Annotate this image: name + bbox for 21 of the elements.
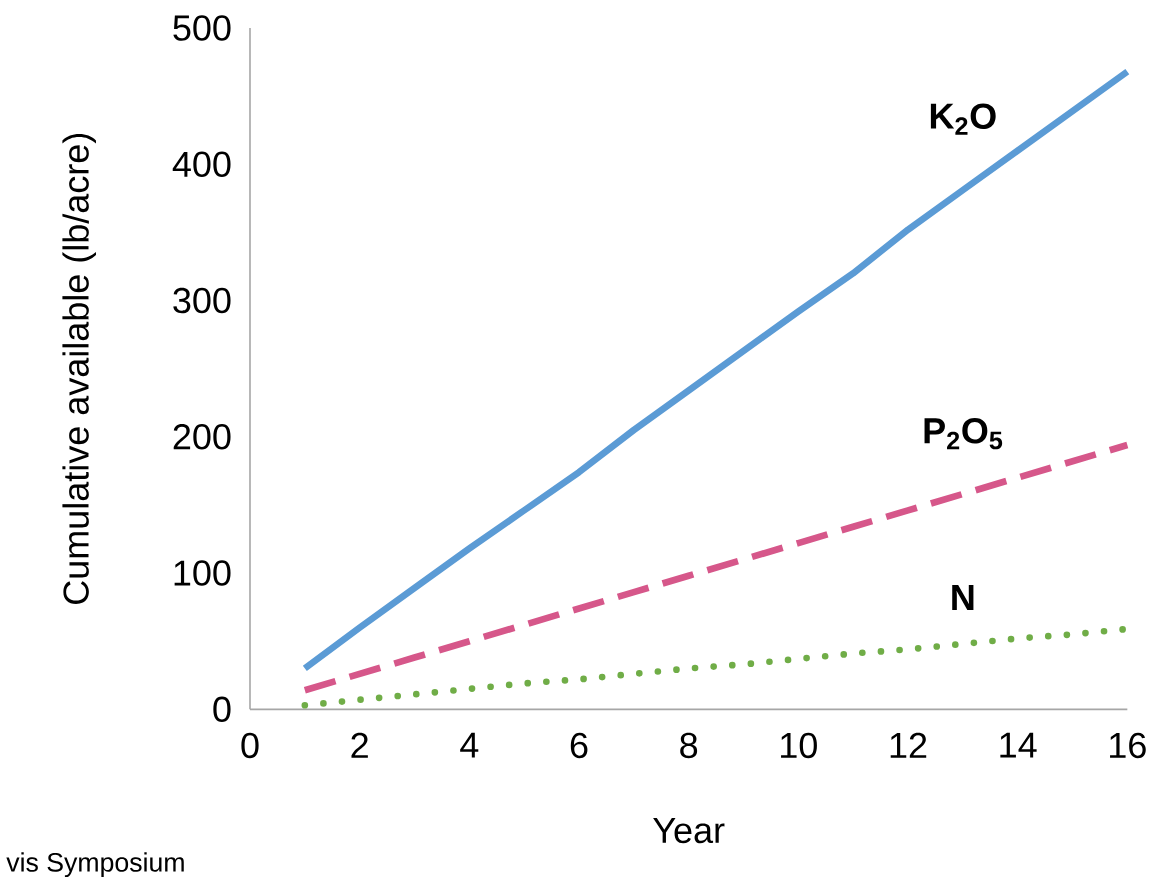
x-axis-title: Year bbox=[653, 818, 725, 844]
y-tick-label: 100 bbox=[174, 560, 231, 586]
x-tick-label: 6 bbox=[570, 732, 588, 759]
y-tick-label: 0 bbox=[213, 696, 231, 723]
x-tick-label: 2 bbox=[351, 732, 368, 759]
y-tick-label: 200 bbox=[173, 424, 231, 450]
series-label: N bbox=[952, 585, 974, 611]
x-tick-label: 8 bbox=[680, 732, 698, 759]
y-tick-label: 300 bbox=[173, 287, 231, 314]
x-tick-label: 14 bbox=[1000, 732, 1037, 758]
y-tick-label: 400 bbox=[172, 151, 231, 178]
x-tick-label: 0 bbox=[241, 732, 259, 759]
text: vis Symposium bbox=[6, 852, 184, 878]
y-axis-title: Cumulative available (lb/acre) bbox=[62, 134, 96, 605]
x-tick-label: 4 bbox=[460, 732, 479, 758]
series-label: P$_{2}$O$_{5}$ bbox=[924, 418, 1003, 450]
x-tick-label: 12 bbox=[890, 732, 927, 759]
x-tick-label: 16 bbox=[1110, 732, 1146, 759]
series-label: K$_{2}$O bbox=[930, 103, 996, 135]
x-tick-label: 10 bbox=[781, 732, 817, 759]
y-tick-label: 500 bbox=[173, 15, 231, 41]
